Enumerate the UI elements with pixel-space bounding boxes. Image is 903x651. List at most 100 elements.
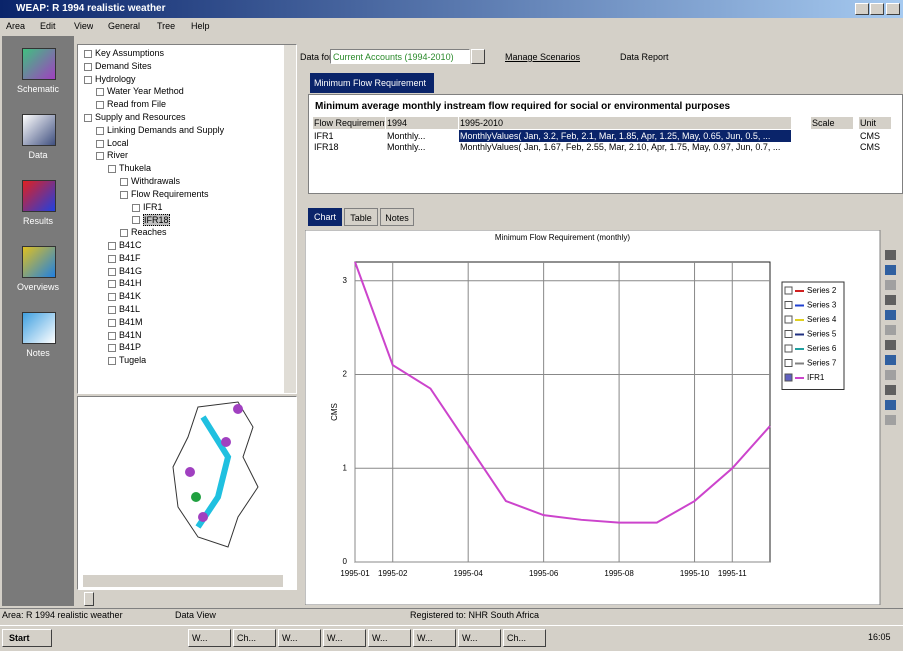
tree-expander[interactable] <box>108 242 116 250</box>
tree-node[interactable]: Tugela <box>119 355 147 366</box>
view-label[interactable]: Notes <box>26 348 50 358</box>
view-label[interactable]: Results <box>22 216 53 226</box>
tree-node[interactable]: B41H <box>119 278 142 289</box>
tree-expander[interactable] <box>96 88 104 97</box>
start-button[interactable]: Start <box>2 629 52 647</box>
tree-expander[interactable] <box>132 216 140 225</box>
tree-expander[interactable] <box>108 318 116 327</box>
tree-expander[interactable] <box>120 178 128 186</box>
variable-tab[interactable]: Minimum Flow Requirement <box>310 73 434 93</box>
chart-tool-icon[interactable] <box>885 355 896 365</box>
tree-node[interactable]: Read from File <box>107 99 167 110</box>
view-icon[interactable] <box>22 48 56 80</box>
task-button[interactable]: W... <box>413 629 456 647</box>
tree-node[interactable]: Hydrology <box>95 73 136 84</box>
chart-tool-icon[interactable] <box>885 295 896 305</box>
chart-tool-icon[interactable] <box>885 340 896 350</box>
view-icon[interactable] <box>22 180 56 212</box>
chart-tool-icon[interactable] <box>885 265 896 275</box>
view-label[interactable]: Overviews <box>16 282 59 292</box>
tree-node[interactable]: B41K <box>119 291 142 302</box>
tree-expander[interactable] <box>108 357 116 366</box>
menu-item[interactable]: Help <box>191 21 210 31</box>
menu-item[interactable]: Area <box>6 21 26 31</box>
close-button[interactable] <box>886 3 900 15</box>
tree-expander[interactable] <box>108 254 116 263</box>
tree-expander[interactable] <box>96 152 104 161</box>
legend-checkbox[interactable] <box>784 373 793 382</box>
tree-expander[interactable] <box>132 203 140 212</box>
tree-expander[interactable] <box>96 126 104 135</box>
map-scrollbar[interactable] <box>83 575 283 587</box>
tree-expander[interactable] <box>120 229 128 238</box>
zoom-slider[interactable] <box>84 592 94 606</box>
table-cell[interactable]: Monthly... <box>387 142 426 152</box>
tree-node[interactable]: Local <box>107 137 129 148</box>
tree-expander[interactable] <box>84 50 92 58</box>
legend-checkbox[interactable] <box>784 330 793 338</box>
tree-node[interactable]: Key Assumptions <box>95 48 165 58</box>
view-tab[interactable]: Table <box>344 208 378 226</box>
tree-expander[interactable] <box>120 190 128 199</box>
tree-node[interactable]: Withdrawals <box>131 176 181 186</box>
menu-item[interactable]: View <box>74 21 94 31</box>
task-button[interactable]: W... <box>188 629 231 647</box>
tree-expander[interactable] <box>96 139 104 148</box>
chart-tool-icon[interactable] <box>885 400 896 410</box>
view-icon[interactable] <box>22 114 56 146</box>
tree-node[interactable]: River <box>107 150 129 161</box>
menu-item[interactable]: Tree <box>157 21 176 31</box>
chart-tool-icon[interactable] <box>885 370 896 380</box>
tree-node[interactable]: B41M <box>119 316 143 327</box>
table-cell[interactable]: CMS <box>860 142 880 152</box>
table-cell[interactable]: IFR1 <box>314 131 334 141</box>
view-label[interactable]: Data <box>28 150 48 160</box>
tree-node[interactable]: B41F <box>119 252 141 263</box>
tree-expander[interactable] <box>84 62 92 71</box>
tree-expander[interactable] <box>96 101 104 110</box>
tree-node[interactable]: B41P <box>119 342 142 353</box>
chart-tool-icon[interactable] <box>885 385 896 395</box>
tree-expander[interactable] <box>108 165 116 174</box>
task-button[interactable]: W... <box>323 629 366 647</box>
task-button[interactable]: Ch... <box>233 629 276 647</box>
legend-checkbox[interactable] <box>784 359 793 367</box>
legend-checkbox[interactable] <box>784 301 793 309</box>
manage-scenarios-button[interactable]: Manage Scenarios <box>505 52 581 62</box>
tree-node[interactable]: B41L <box>119 304 141 314</box>
tree-node[interactable]: Water Year Method <box>107 86 184 97</box>
data-report-button[interactable]: Data Report <box>620 52 669 62</box>
tree-node[interactable]: IFR18 <box>143 214 170 227</box>
chart-tool-icon[interactable] <box>885 310 896 320</box>
tree-node[interactable]: IFR1 <box>143 201 163 212</box>
chart-tool-icon[interactable] <box>885 250 896 260</box>
task-button[interactable]: W... <box>368 629 411 647</box>
tree-expander[interactable] <box>108 306 116 314</box>
tree-node[interactable]: B41G <box>119 265 143 276</box>
table-cell[interactable]: CMS <box>860 131 880 141</box>
tree-expander[interactable] <box>108 267 116 276</box>
menu-item[interactable]: Edit <box>40 21 56 31</box>
tree-node[interactable]: Linking Demands and Supply <box>107 124 225 135</box>
tree-node[interactable]: Demand Sites <box>95 60 152 71</box>
chart-tool-icon[interactable] <box>885 280 896 290</box>
scenario-dropdown[interactable]: Current Accounts (1994-2010) <box>330 49 470 64</box>
minimize-button[interactable] <box>855 3 869 15</box>
tree-expander[interactable] <box>84 114 92 122</box>
chart-tool-icon[interactable] <box>885 415 896 425</box>
tree-node[interactable]: B41N <box>119 329 142 340</box>
tree-scrollbar[interactable] <box>284 45 296 393</box>
legend-checkbox[interactable] <box>784 315 793 324</box>
task-button[interactable]: W... <box>458 629 501 647</box>
tree-expander[interactable] <box>108 280 116 289</box>
tree-node[interactable]: Flow Requirements <box>131 188 209 199</box>
table-cell[interactable]: MonthlyValues( Jan, 1.67, Feb, 2.55, Mar… <box>460 142 781 152</box>
dropdown-arrow[interactable] <box>471 49 485 64</box>
tree-expander[interactable] <box>108 293 116 302</box>
task-button[interactable]: W... <box>278 629 321 647</box>
table-cell[interactable]: IFR18 <box>314 142 339 152</box>
view-icon[interactable] <box>22 246 56 278</box>
tree-expander[interactable] <box>84 75 92 84</box>
view-tab[interactable]: Chart <box>308 208 342 226</box>
maximize-button[interactable] <box>870 3 884 15</box>
